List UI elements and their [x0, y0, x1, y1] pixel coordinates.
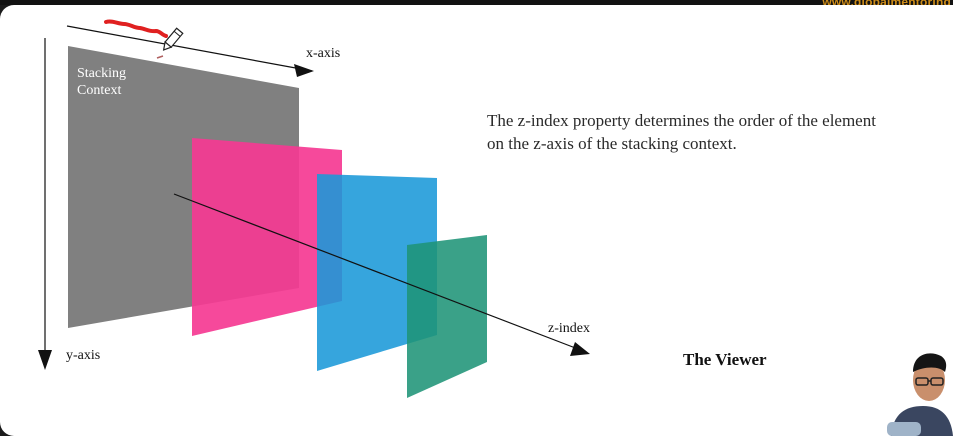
- stacking-diagram: [38, 19, 590, 398]
- z-index-axis-line: [173, 193, 579, 350]
- slide-canvas: Stacking Context x-axis y-axis z-index T…: [0, 5, 953, 436]
- top-strip: [0, 0, 953, 5]
- y-axis-arrowhead: [38, 350, 52, 370]
- z-index-arrowhead: [570, 342, 590, 356]
- stacking-context-label: Stacking Context: [77, 66, 126, 98]
- y-axis-label: y-axis: [66, 348, 101, 363]
- red-annotation-stroke: [104, 19, 168, 38]
- z-index-label: z-index: [548, 321, 590, 336]
- x-axis-arrowhead: [294, 64, 314, 77]
- layer-green: [407, 235, 487, 398]
- x-axis-line: [66, 25, 313, 72]
- layer-pink: [192, 138, 342, 336]
- x-axis-label: x-axis: [306, 46, 341, 61]
- annotation-dash: [156, 55, 164, 59]
- description-text: The z-index property determines the orde…: [487, 111, 876, 153]
- watermark: www.globalmentoring: [822, 0, 951, 9]
- presenter-webcam: [883, 336, 953, 436]
- viewer-label: The Viewer: [683, 350, 767, 369]
- pencil-cursor-icon: [162, 27, 184, 51]
